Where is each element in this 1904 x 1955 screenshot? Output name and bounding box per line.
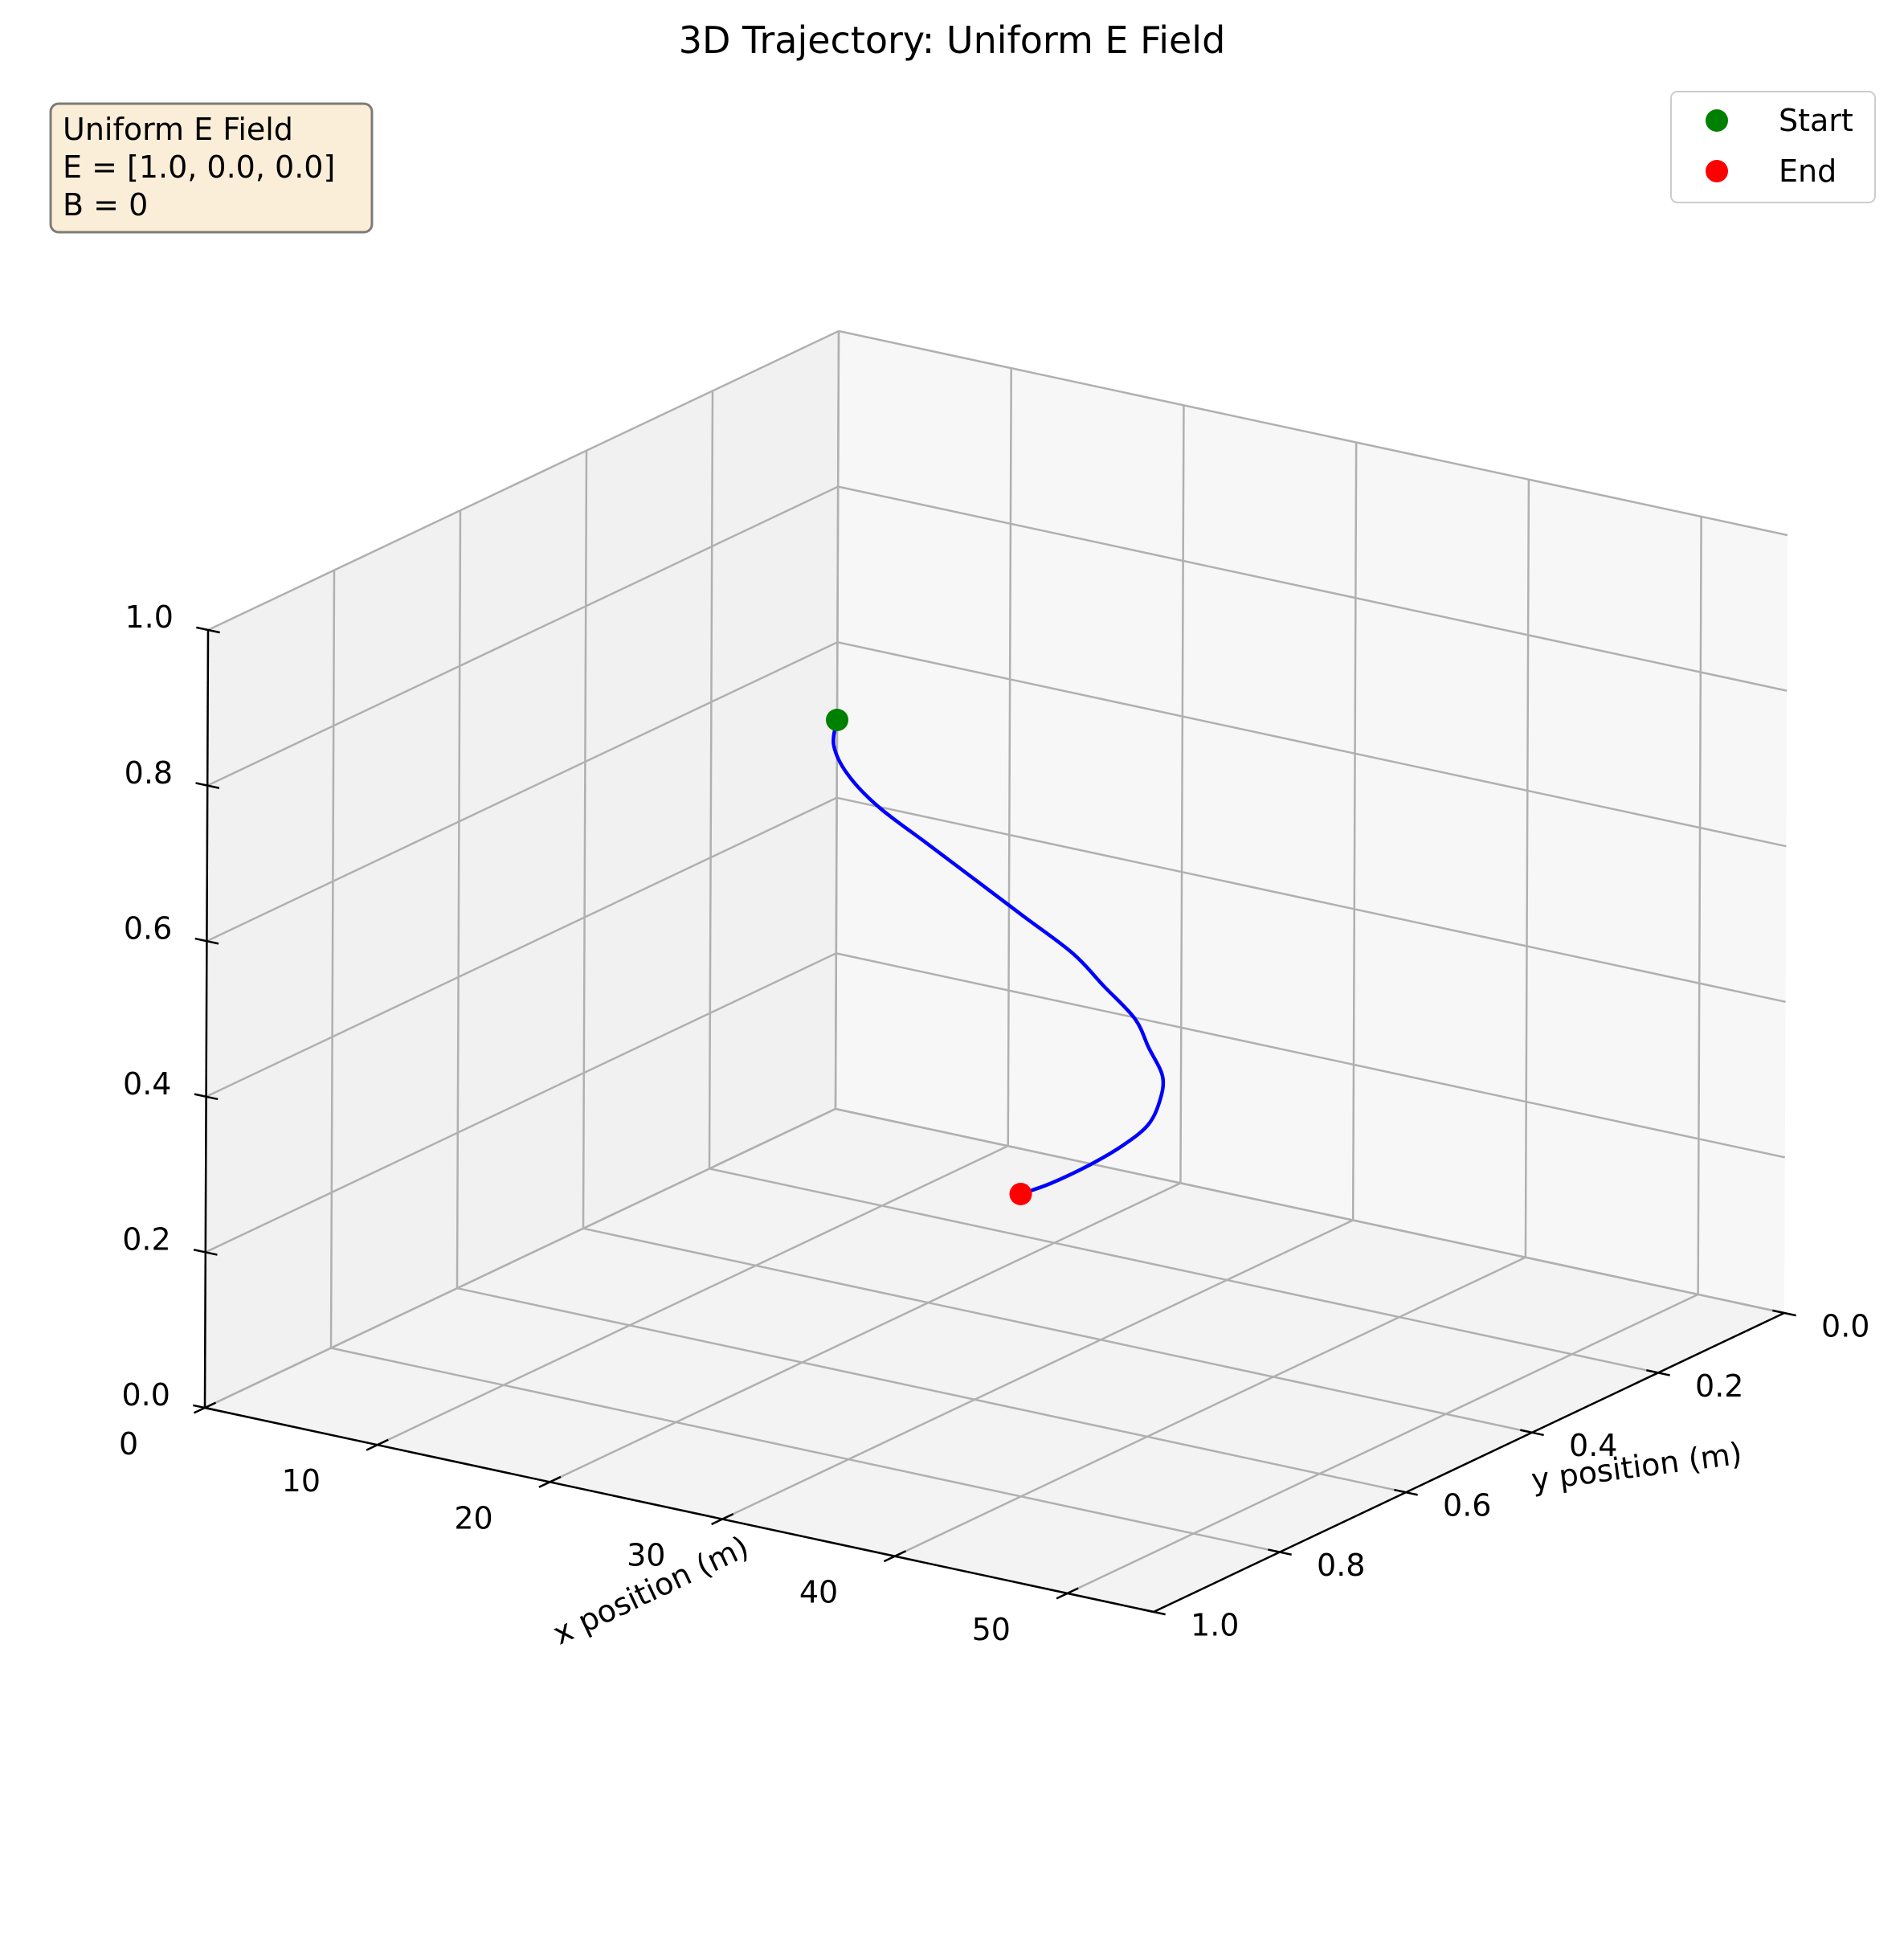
z-tick [193,1404,217,1412]
z-axis-line [203,629,210,1409]
gridline-z-side [206,641,838,943]
gridline-y-floor [582,1227,1533,1434]
info-line-2: E = [1.0, 0.0, 0.0] [63,149,335,185]
gridline-y-wall [582,450,588,1229]
info-line-1: Uniform E Field [63,112,293,147]
info-line-3: B = 0 [63,187,148,223]
legend-end-marker [1706,160,1728,182]
x-tick-label: 30 [627,1538,665,1573]
gridline-x-wall [1351,442,1358,1221]
axis-panes [205,331,1788,1612]
y-tick-label: 0.6 [1443,1488,1491,1524]
x-tick [538,1475,562,1488]
x-tick [883,1550,906,1563]
gridline-z-side [206,485,839,787]
legend-start-label: Start [1779,103,1853,138]
info-box-frame [49,102,374,234]
gridline-x-floor [377,1145,1009,1446]
gridline-z-back [837,485,1788,692]
z-tick-label: 0.0 [121,1377,170,1413]
legend: Start End [1670,91,1876,203]
x-tick-label: 10 [282,1463,321,1499]
y-tick [1268,1548,1292,1556]
gridline-z-back [838,329,1788,537]
gridline-z-back [836,952,1786,1159]
y-axis-label: y position (m) [1530,1436,1744,1498]
side-wall-pane [205,331,839,1408]
gridline-z-back [836,796,1786,1004]
z-tick [193,1249,218,1256]
z-tick-label: 0.2 [122,1222,170,1258]
gridline-x-wall [1697,516,1702,1294]
axis-ticks [193,626,1796,1616]
x-axis-line [204,1406,1154,1613]
floor-pane [205,1109,1784,1612]
z-tick-label: 0.4 [123,1066,171,1102]
y-tick [1646,1369,1670,1376]
y-tick [1520,1429,1544,1437]
gridline-z-side [204,1107,836,1409]
gridline-y-wall [329,570,336,1348]
x-tick-label: 0 [119,1426,138,1462]
gridline-y-wall [708,391,714,1169]
x-tick-label: 40 [799,1575,838,1610]
gridline-y-floor [330,1347,1281,1553]
gridline-x-floor [1067,1293,1699,1595]
x-tick [1056,1587,1079,1600]
y-tick [1772,1309,1796,1317]
gridline-z-side [205,952,837,1254]
info-box: Uniform E Field E = [1.0, 0.0, 0.0] B = … [49,102,374,234]
gridline-y-wall [456,510,462,1289]
legend-start-marker [1706,109,1728,132]
gridline-z-back [835,1107,1785,1315]
gridline-y-floor [709,1168,1659,1374]
y-tick-label: 0.8 [1317,1548,1365,1583]
gridline-x-floor [549,1182,1181,1483]
gridline-z-back [837,640,1787,848]
gridlines [203,329,1788,1613]
gridline-x-floor [894,1256,1526,1557]
x-tick-label: 50 [972,1612,1011,1647]
gridline-y-floor [456,1286,1407,1494]
tick-labels: 0 10 20 30 40 50 0.0 0.2 0.4 0.6 0.8 1.0 0.0 0.2 0.4 0.… [119,599,1869,1647]
z-tick [196,626,220,634]
z-tick [195,782,220,789]
axis-lines [203,629,1785,1613]
x-tick [366,1438,389,1451]
z-tick-label: 1.0 [125,599,173,635]
z-tick-label: 0.8 [125,755,173,791]
back-wall-pane [836,331,1788,1313]
y-tick-label: 0.0 [1821,1308,1869,1344]
y-tick [1394,1488,1418,1496]
start-marker [826,709,848,731]
gridline-z-side [206,796,838,1098]
y-tick [1142,1608,1166,1616]
chart-title: 3D Trajectory: Uniform E Field [679,18,1226,62]
legend-end-label: End [1779,153,1837,189]
gridline-x-floor [721,1219,1354,1520]
plot-3d: 0 10 20 30 40 50 0.0 0.2 0.4 0.6 0.8 1.0 0.0 0.2 0.4 0.… [119,329,1869,1651]
z-tick [194,1093,219,1101]
end-marker [1009,1182,1032,1205]
y-tick-label: 0.4 [1569,1428,1617,1463]
y-tick-label: 0.2 [1695,1368,1743,1404]
z-tick [194,937,219,945]
x-tick-label: 20 [454,1500,492,1536]
trajectory-line [831,718,1166,1196]
x-tick [711,1512,734,1526]
gridline-x-wall [1007,368,1012,1147]
z-tick-label: 0.6 [124,910,172,946]
gridline-x-wall [1524,479,1530,1258]
y-tick-label: 1.0 [1191,1607,1239,1642]
y-axis-line [1153,1311,1785,1613]
gridline-z-side [207,329,840,632]
gridline-x-wall [1179,405,1185,1184]
